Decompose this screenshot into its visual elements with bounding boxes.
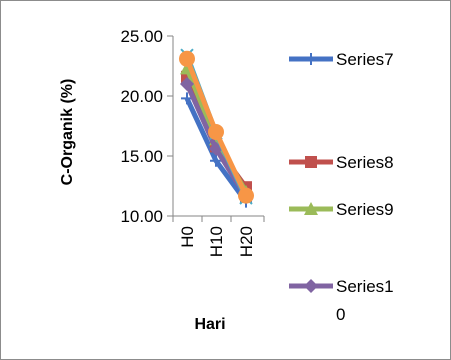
legend-label: 0 [336, 305, 345, 324]
legend-label: Series9 [336, 200, 394, 219]
y-tick-label: 20.00 [120, 87, 163, 106]
series-layer [179, 48, 254, 208]
y-tick-label: 15.00 [120, 147, 163, 166]
legend-marker [305, 53, 317, 65]
y-axis: 10.00 15.00 20.00 25.00 [120, 27, 174, 226]
data-point [210, 154, 222, 167]
x-tick-label: H0 [178, 226, 197, 248]
y-tick-label: 10.00 [120, 207, 163, 226]
data-point [238, 187, 254, 204]
legend-item [289, 279, 333, 293]
legend-item [289, 53, 333, 65]
data-point [180, 77, 194, 91]
x-axis: H0 H10 H20 [172, 215, 265, 257]
legend-marker [305, 156, 317, 168]
data-point [208, 124, 224, 140]
legend-marker [304, 279, 318, 293]
y-axis-title: C-Organik (%) [59, 79, 76, 186]
data-point [179, 50, 195, 67]
x-axis-title: Hari [194, 316, 225, 333]
legend-label: Series7 [336, 50, 394, 69]
x-tick-label: H10 [207, 226, 226, 257]
legend: Series7 Series8 Series9 Series1 0 [289, 50, 394, 324]
x-tick-label: H20 [237, 226, 256, 257]
legend-item [289, 202, 333, 215]
y-tick-label: 25.00 [120, 27, 163, 46]
series-6 [179, 50, 254, 204]
legend-item [289, 156, 333, 168]
legend-marker [304, 202, 318, 215]
legend-label: Series8 [336, 153, 394, 172]
legend-label: Series1 [336, 277, 394, 296]
